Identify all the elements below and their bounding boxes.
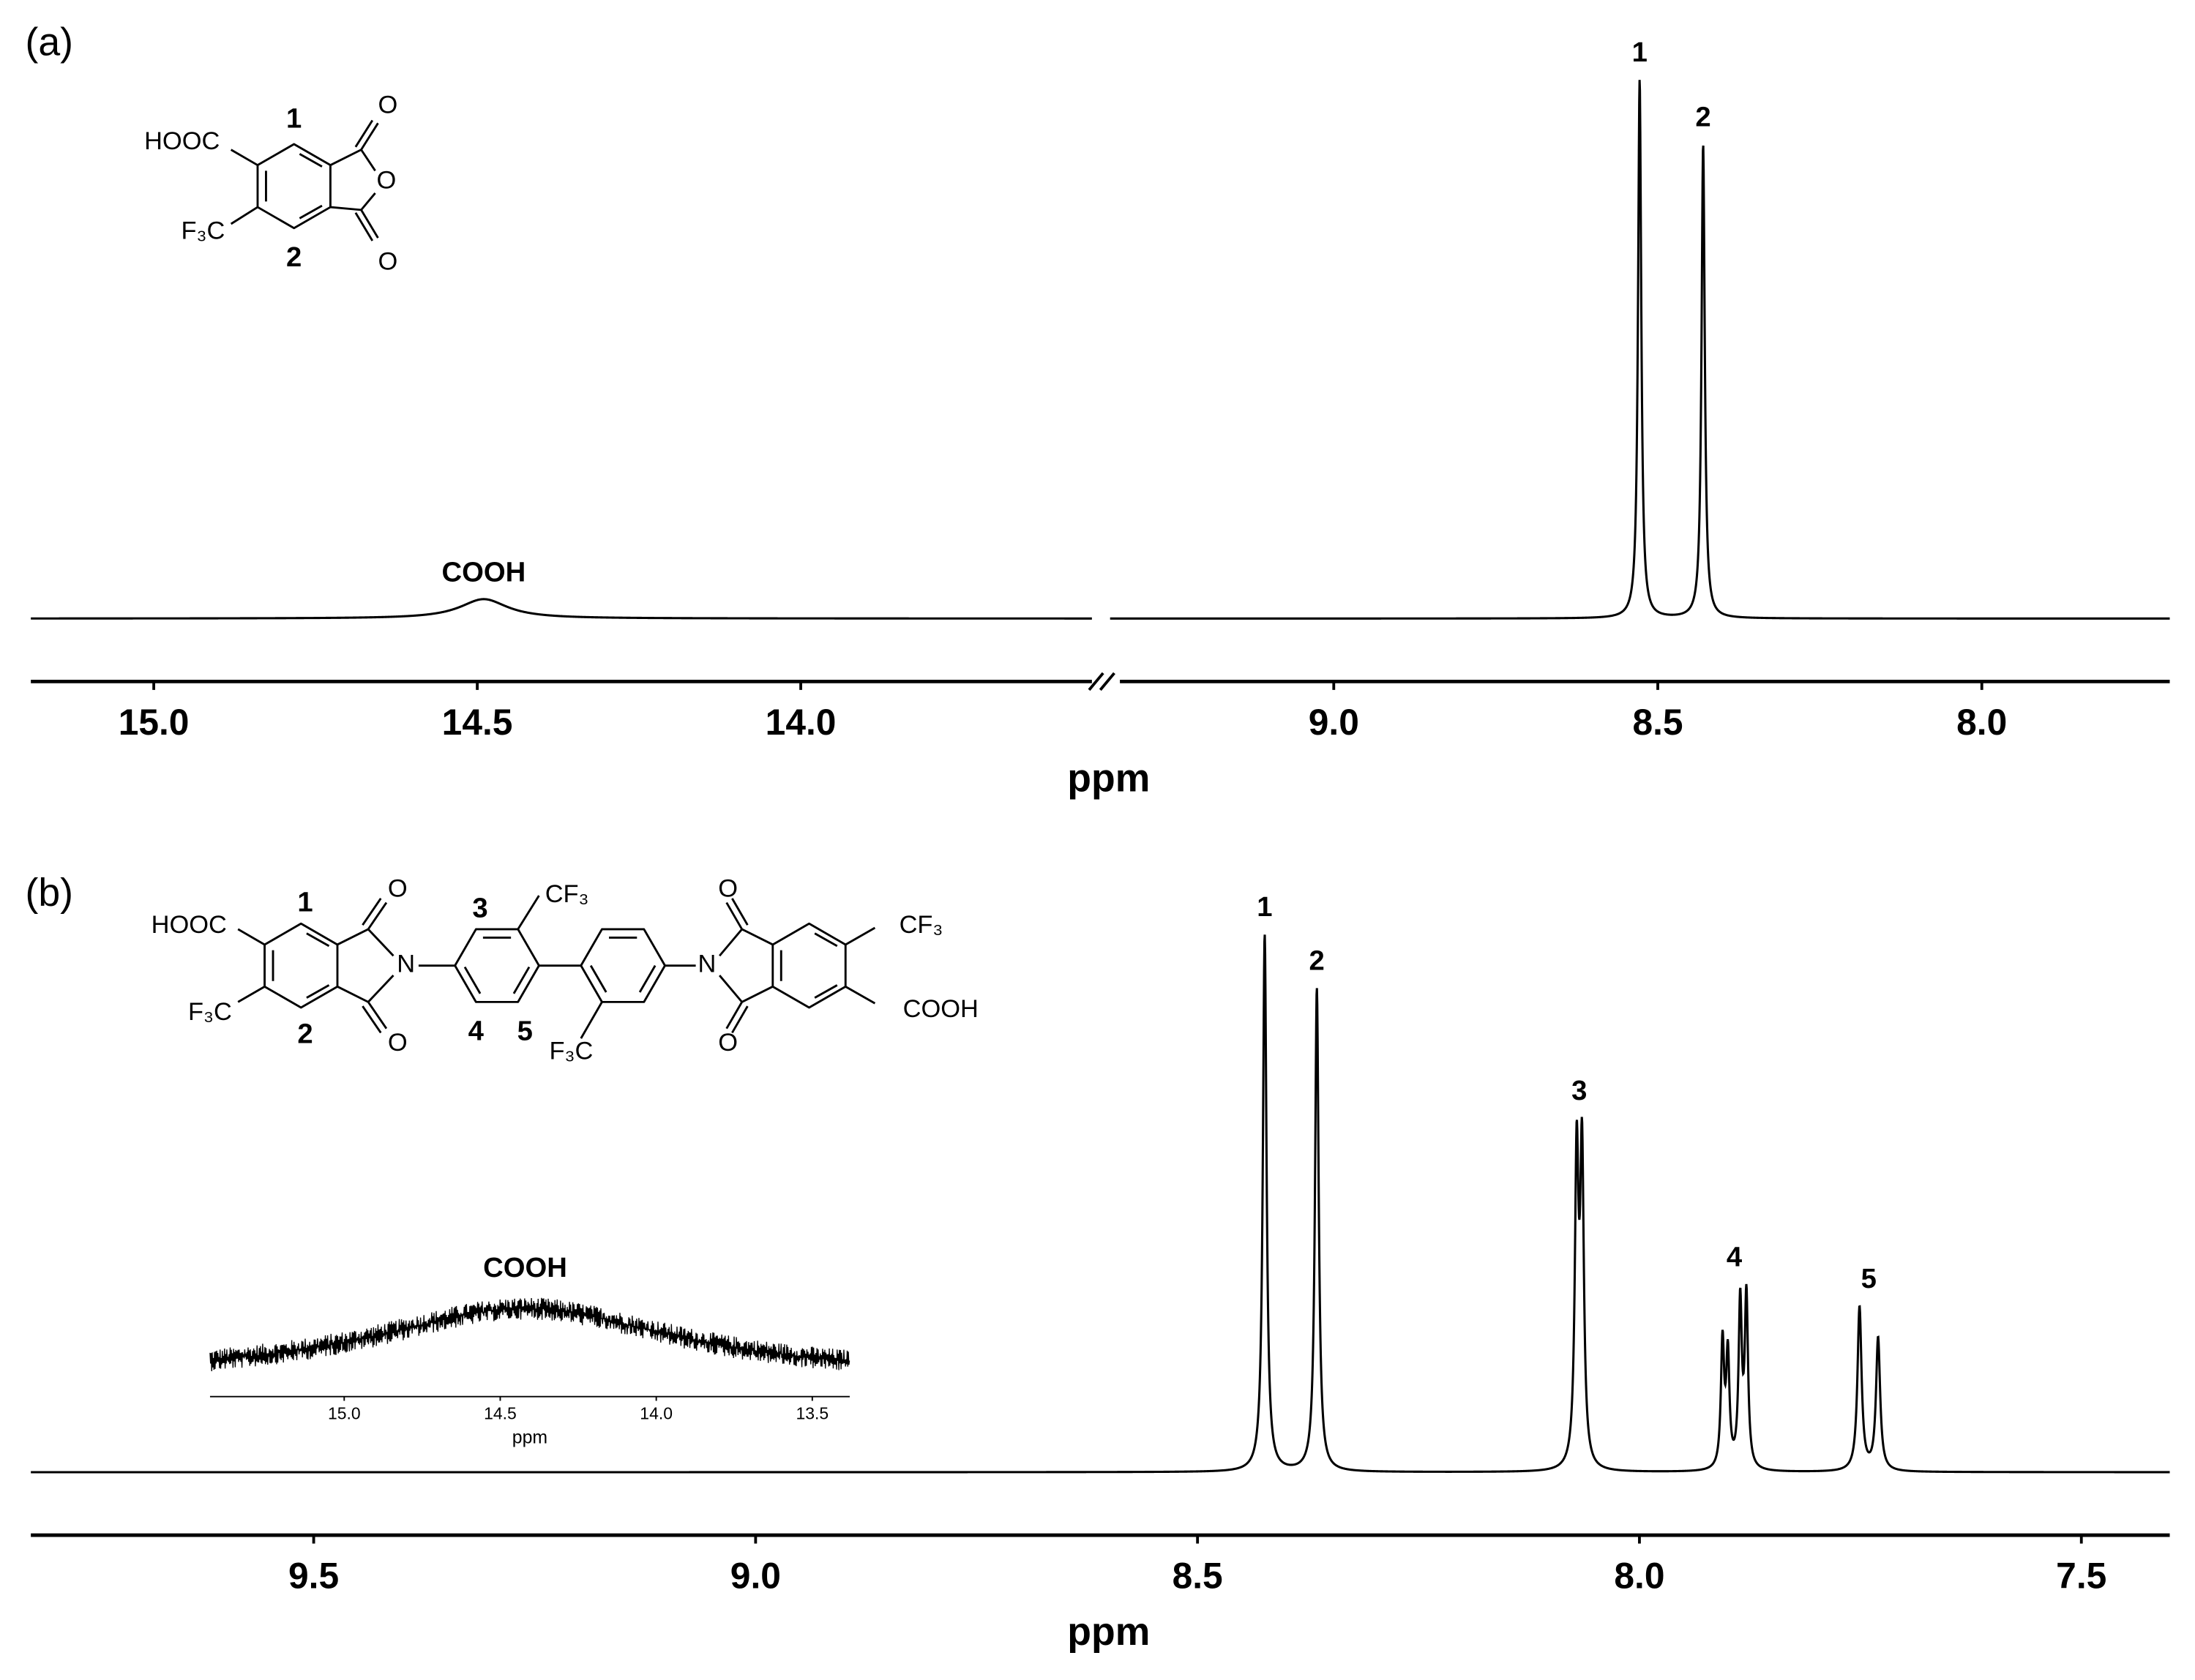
x-tick-label: 9.0: [730, 1555, 781, 1596]
structure-label: F₃C: [181, 217, 225, 245]
axis-break: [1088, 672, 1115, 691]
structure-bonds: [230, 119, 379, 241]
structure-label: N: [698, 950, 716, 978]
x-axis-title: ppm: [1067, 757, 1150, 800]
peak-label: 1: [1632, 37, 1648, 68]
inset-x-tick-label: 14.5: [484, 1404, 517, 1423]
spectrum: [31, 598, 1092, 620]
inset-x-tick-label: 14.0: [640, 1404, 673, 1423]
structure-label: O: [718, 1029, 738, 1057]
peak-label: COOH: [442, 557, 526, 588]
inset-x-axis-title: ppm: [512, 1428, 547, 1448]
structure-label: 4: [468, 1016, 485, 1047]
peak-label: COOH: [483, 1252, 567, 1283]
structure-label: O: [378, 248, 397, 276]
peak-label: 2: [1309, 945, 1325, 976]
structure-label: N: [397, 950, 415, 978]
structure-label: O: [377, 167, 397, 195]
peak-label: 5: [1861, 1263, 1877, 1294]
structure-label: CF₃: [545, 880, 589, 908]
peak-label: 4: [1727, 1242, 1743, 1273]
x-tick-label: 7.5: [2056, 1555, 2106, 1596]
structure-label: 2: [286, 241, 302, 273]
x-tick-label: 8.5: [1173, 1555, 1223, 1596]
structure-label: 1: [297, 887, 313, 918]
structure-label: F₃C: [549, 1037, 593, 1065]
structure-label: O: [378, 91, 397, 119]
panel-label: (a): [25, 20, 72, 64]
inset-x-tick-label: 13.5: [796, 1404, 829, 1423]
spectrum: [1110, 80, 2170, 620]
structure-label: HOOC: [152, 911, 227, 939]
peak-label: 1: [1257, 891, 1272, 923]
structure-label: O: [388, 1029, 408, 1057]
structure-label: 1: [286, 103, 302, 135]
peak-label: 3: [1571, 1075, 1587, 1106]
x-tick-label: 8.0: [1614, 1555, 1664, 1596]
x-tick-label: 14.0: [766, 702, 837, 743]
x-tick-label: 14.5: [442, 702, 513, 743]
structure-label: 5: [517, 1016, 533, 1047]
structure-label: 2: [297, 1018, 313, 1049]
spectrum: [31, 934, 2170, 1474]
x-tick-label: 8.5: [1632, 702, 1683, 743]
x-axis-title: ppm: [1067, 1610, 1150, 1654]
structure-label: O: [718, 874, 738, 902]
structure-label: COOH: [903, 995, 979, 1023]
panel-label: (b): [25, 871, 72, 915]
structure-label: F₃C: [188, 998, 232, 1026]
inset-spectrum: [209, 1297, 850, 1371]
inset-x-tick-label: 15.0: [328, 1404, 361, 1423]
x-tick-label: 9.5: [288, 1555, 339, 1596]
peak-label: 2: [1695, 101, 1710, 132]
structure-label: HOOC: [144, 127, 220, 155]
structure-label: O: [388, 874, 408, 902]
structure-label: CF₃: [900, 911, 943, 939]
x-tick-label: 9.0: [1309, 702, 1359, 743]
structure-label: 3: [472, 892, 487, 923]
x-tick-label: 8.0: [1956, 702, 2007, 743]
x-tick-label: 15.0: [119, 702, 190, 743]
structure-bonds: [237, 895, 876, 1039]
